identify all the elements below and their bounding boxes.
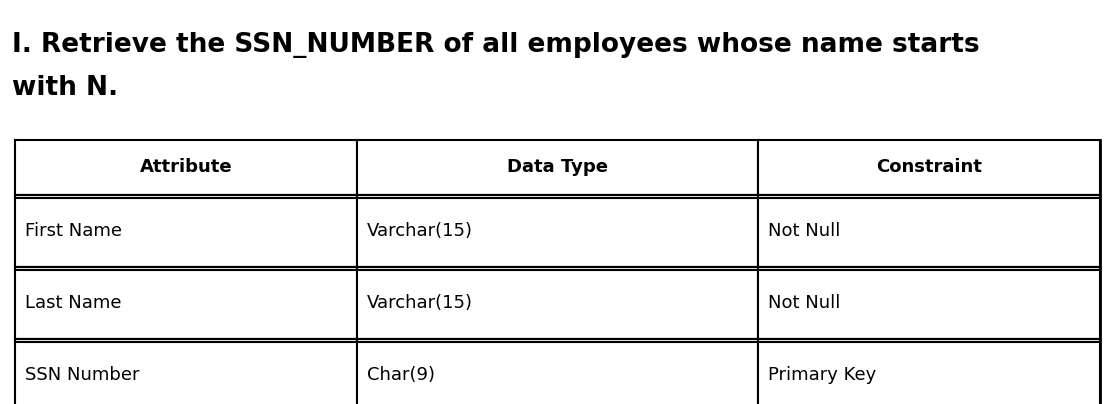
Text: Data Type: Data Type: [507, 158, 608, 177]
Text: Not Null: Not Null: [768, 294, 840, 312]
Bar: [758, 195, 1100, 267]
Bar: [15, 195, 357, 267]
Bar: [758, 339, 1100, 404]
Text: Varchar(15): Varchar(15): [367, 294, 473, 312]
Bar: [758, 267, 1100, 339]
Text: Constraint: Constraint: [876, 158, 982, 177]
Text: I. Retrieve the SSN_NUMBER of all employees whose name starts: I. Retrieve the SSN_NUMBER of all employ…: [12, 32, 980, 58]
Text: Attribute: Attribute: [140, 158, 232, 177]
Text: SSN Number: SSN Number: [25, 366, 140, 384]
Bar: [15, 339, 357, 404]
Text: First Name: First Name: [25, 222, 122, 240]
Text: with N.: with N.: [12, 75, 118, 101]
Text: Primary Key: Primary Key: [768, 366, 876, 384]
Bar: [357, 140, 758, 195]
Bar: [15, 140, 1100, 404]
Text: Not Null: Not Null: [768, 222, 840, 240]
Text: Char(9): Char(9): [367, 366, 435, 384]
Text: Last Name: Last Name: [25, 294, 122, 312]
Bar: [15, 140, 357, 195]
Bar: [15, 267, 357, 339]
Bar: [357, 195, 758, 267]
Bar: [357, 267, 758, 339]
Text: Varchar(15): Varchar(15): [367, 222, 473, 240]
Bar: [357, 339, 758, 404]
Bar: [758, 140, 1100, 195]
